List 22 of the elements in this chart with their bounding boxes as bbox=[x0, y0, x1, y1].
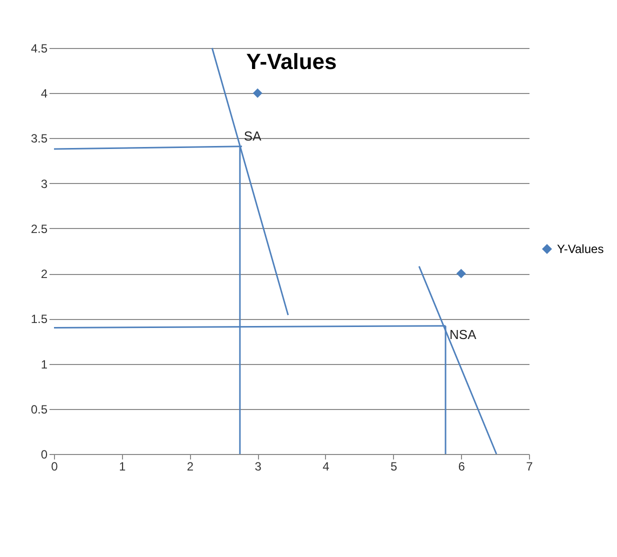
y-tick-label: 1 bbox=[40, 357, 48, 372]
x-tick-label: 7 bbox=[526, 460, 534, 474]
annotation: SA bbox=[244, 128, 262, 144]
x-tick-label: 5 bbox=[390, 460, 398, 474]
x-tick-label: 0 bbox=[51, 460, 58, 474]
y-tick-label: 2.5 bbox=[30, 222, 48, 236]
x-tick-label: 6 bbox=[458, 460, 466, 474]
y-tick-label: 3.5 bbox=[30, 132, 48, 146]
legend-label: Y-Values bbox=[557, 242, 604, 256]
x-tick-label: 2 bbox=[186, 460, 194, 474]
x-tick-label: 4 bbox=[322, 460, 330, 474]
x-tick-label: 1 bbox=[119, 460, 126, 474]
y-tick-label: 0.5 bbox=[30, 402, 48, 416]
y-tick-label: 2 bbox=[40, 267, 48, 282]
y-tick-label: 0 bbox=[40, 448, 48, 462]
chart-title: Y-Values bbox=[246, 49, 337, 74]
y-tick-label: 4 bbox=[40, 86, 48, 101]
y-tick-label: 1.5 bbox=[30, 312, 48, 326]
y-tick-label: 3 bbox=[40, 176, 48, 191]
x-tick-label: 3 bbox=[254, 460, 262, 474]
annotation: NSA bbox=[450, 326, 477, 342]
y-tick-label: 4.5 bbox=[30, 42, 48, 56]
